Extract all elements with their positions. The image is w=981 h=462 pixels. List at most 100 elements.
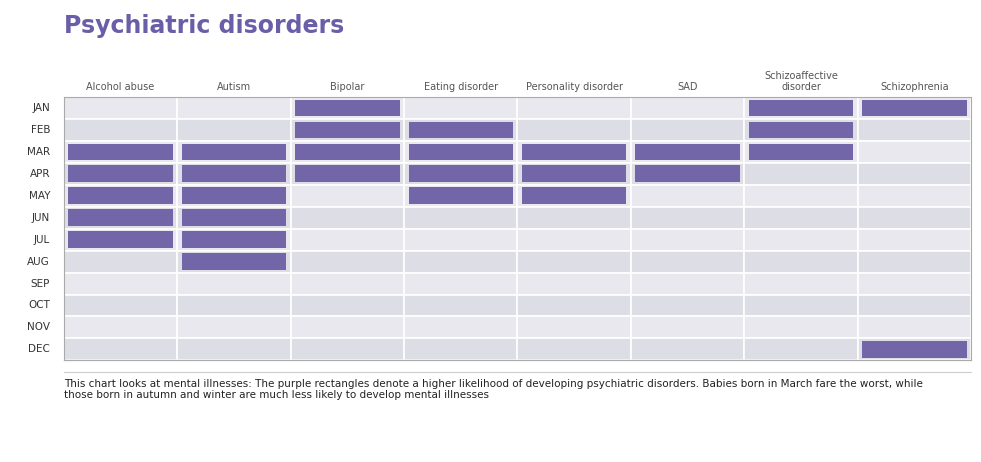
Text: OCT: OCT (28, 300, 50, 310)
Bar (181, 188, 286, 204)
Bar (518, 250, 631, 273)
Bar (295, 100, 399, 116)
Bar (178, 273, 290, 295)
Bar (290, 273, 404, 295)
Text: Bipolar: Bipolar (331, 82, 365, 92)
Bar (857, 141, 971, 163)
Bar (290, 295, 404, 316)
Bar (181, 231, 286, 248)
Bar (64, 141, 178, 163)
Text: JUN: JUN (32, 213, 50, 223)
Bar (64, 229, 178, 250)
Bar (518, 119, 631, 141)
Bar (518, 229, 631, 250)
Bar (857, 185, 971, 207)
Bar (862, 100, 966, 116)
Bar (178, 295, 290, 316)
Bar (64, 97, 178, 119)
Bar (631, 97, 745, 119)
Bar (857, 229, 971, 250)
Bar (181, 165, 286, 182)
Text: Psychiatric disorders: Psychiatric disorders (64, 14, 344, 38)
Bar (631, 141, 745, 163)
Text: Autism: Autism (217, 82, 251, 92)
Bar (290, 119, 404, 141)
Bar (745, 316, 857, 338)
Bar (404, 185, 518, 207)
Bar (64, 338, 178, 360)
Text: JUL: JUL (34, 235, 50, 245)
Bar (631, 338, 745, 360)
Bar (404, 295, 518, 316)
Bar (745, 250, 857, 273)
Bar (404, 141, 518, 163)
Text: This chart looks at mental illnesses: The purple rectangles denote a higher like: This chart looks at mental illnesses: Th… (64, 379, 923, 401)
Bar (295, 122, 399, 138)
Bar (404, 163, 518, 185)
Bar (404, 273, 518, 295)
Bar (178, 141, 290, 163)
Bar (857, 273, 971, 295)
Bar (518, 273, 631, 295)
Bar (631, 229, 745, 250)
Bar (404, 250, 518, 273)
Bar (64, 295, 178, 316)
Text: NOV: NOV (27, 322, 50, 333)
Bar (404, 316, 518, 338)
Bar (857, 295, 971, 316)
Bar (64, 250, 178, 273)
Bar (409, 188, 513, 204)
Bar (69, 165, 173, 182)
Bar (290, 250, 404, 273)
Bar (518, 338, 631, 360)
Text: Schizophrenia: Schizophrenia (880, 82, 949, 92)
Bar (518, 207, 631, 229)
Bar (290, 207, 404, 229)
Bar (862, 341, 966, 358)
Bar (64, 207, 178, 229)
Bar (181, 209, 286, 226)
Bar (745, 185, 857, 207)
Bar (745, 338, 857, 360)
Bar (290, 229, 404, 250)
Bar (404, 338, 518, 360)
Bar (178, 229, 290, 250)
Bar (857, 250, 971, 273)
Bar (522, 188, 627, 204)
Bar (404, 229, 518, 250)
Bar (749, 100, 853, 116)
Bar (69, 188, 173, 204)
Bar (409, 165, 513, 182)
Bar (64, 185, 178, 207)
Bar (178, 250, 290, 273)
Bar (409, 144, 513, 160)
Bar (181, 253, 286, 270)
Bar (64, 273, 178, 295)
Bar (745, 229, 857, 250)
Bar (518, 316, 631, 338)
Bar (631, 163, 745, 185)
Bar (290, 97, 404, 119)
Bar (181, 144, 286, 160)
Bar (518, 185, 631, 207)
Bar (178, 207, 290, 229)
Bar (178, 316, 290, 338)
Bar (404, 119, 518, 141)
Bar (631, 250, 745, 273)
Bar (178, 338, 290, 360)
Text: Eating disorder: Eating disorder (424, 82, 497, 92)
Bar (631, 207, 745, 229)
Bar (857, 163, 971, 185)
Bar (522, 144, 627, 160)
Bar (64, 163, 178, 185)
Bar (69, 209, 173, 226)
Text: SEP: SEP (30, 279, 50, 289)
Bar (745, 97, 857, 119)
Bar (64, 119, 178, 141)
Bar (290, 141, 404, 163)
Bar (857, 316, 971, 338)
Bar (857, 207, 971, 229)
Bar (409, 122, 513, 138)
Bar (178, 185, 290, 207)
Text: AUG: AUG (27, 256, 50, 267)
